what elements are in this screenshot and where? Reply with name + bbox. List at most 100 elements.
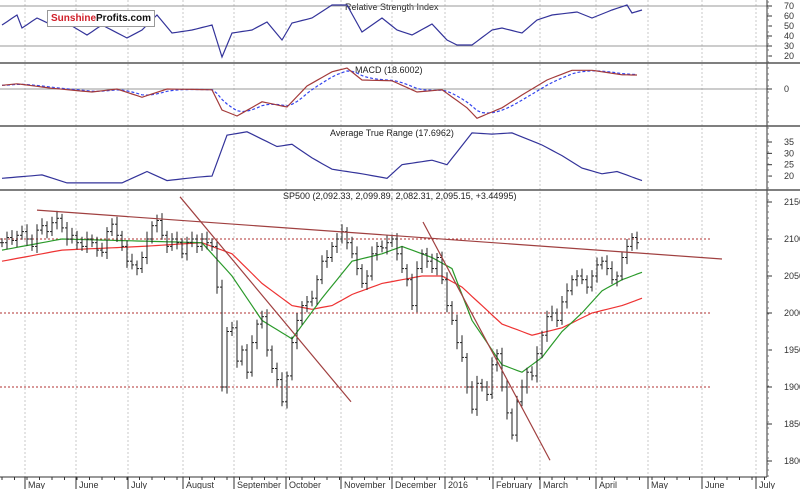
macd-title: MACD (18.6002) — [355, 65, 423, 75]
atr-tick-label: 20 — [784, 171, 794, 181]
price-bar — [325, 250, 329, 268]
price-bar — [140, 251, 144, 274]
price-bar — [630, 233, 634, 251]
price-bar — [590, 270, 594, 292]
price-tick-label: 1850 — [784, 419, 800, 429]
price-bar — [410, 273, 414, 311]
price-bar — [145, 231, 149, 265]
trendline — [422, 221, 551, 461]
price-bar — [490, 357, 494, 399]
price-bar — [280, 372, 284, 407]
price-bar — [160, 213, 164, 240]
price-bar — [510, 408, 514, 440]
price-bar — [45, 221, 49, 239]
macd-panel: MACD (18.6002) 0 — [0, 65, 789, 120]
price-bar — [225, 327, 229, 394]
price-bar — [155, 214, 159, 233]
price-bar — [480, 378, 484, 392]
atr-line — [1, 131, 643, 184]
price-bar — [450, 301, 454, 325]
price-bar — [40, 218, 44, 235]
price-bar — [335, 233, 339, 254]
price-tick-label: 2150 — [784, 197, 800, 207]
price-bar — [295, 313, 299, 350]
macd-tick-label: 0 — [784, 84, 789, 94]
price-bar — [250, 335, 254, 377]
rsi-tick-label: 30 — [784, 41, 794, 51]
price-bar — [200, 233, 204, 251]
price-tick-label: 2000 — [784, 308, 800, 318]
price-bar — [535, 346, 539, 383]
price-bar — [125, 240, 129, 268]
price-bar — [95, 236, 99, 257]
sunshine-profits-logo: SunshineProfits.com — [47, 10, 156, 27]
month-label: June — [79, 480, 99, 489]
price-bar — [385, 235, 389, 255]
price-bar — [240, 345, 244, 366]
price-bar — [635, 231, 639, 250]
price-bar — [570, 275, 574, 296]
price-bar — [260, 310, 264, 329]
month-label: July — [131, 480, 148, 489]
price-bar — [90, 234, 94, 248]
price-bar — [505, 379, 509, 420]
price-bar — [265, 309, 269, 357]
price-bar — [275, 362, 279, 387]
price-bar — [5, 231, 9, 250]
macd-line — [1, 67, 637, 120]
price-bar — [0, 238, 4, 248]
price-bar — [230, 321, 234, 336]
price-bar — [415, 261, 419, 313]
atr-tick-label: 30 — [784, 148, 794, 158]
date-axis: May June July August September October Novembe… — [1, 477, 776, 489]
price-bar — [530, 366, 534, 381]
price-bar — [195, 234, 199, 254]
price-bar — [300, 301, 304, 325]
price-bar — [395, 233, 399, 261]
price-bar — [215, 240, 219, 294]
price-bar — [75, 230, 79, 250]
trendline — [179, 196, 352, 403]
price-bar — [565, 283, 569, 309]
price-bar — [130, 253, 134, 270]
price-bar — [55, 210, 59, 230]
price-bar — [580, 268, 584, 285]
price-bar — [365, 270, 369, 291]
price-bar — [425, 247, 429, 268]
month-label: April — [599, 480, 617, 489]
price-bar — [435, 253, 439, 276]
month-gridlines — [24, 0, 757, 477]
price-bar — [360, 264, 364, 288]
trendline — [36, 209, 723, 260]
price-bar — [455, 314, 459, 350]
month-label: November — [344, 480, 386, 489]
price-bar — [600, 256, 604, 270]
price-tick-label: 2050 — [784, 271, 800, 281]
price-bar — [525, 367, 529, 394]
price-bar — [60, 213, 64, 233]
logo-part1: Sunshine — [51, 13, 97, 24]
month-label: October — [289, 480, 321, 489]
price-bar — [50, 216, 54, 237]
price-bar — [575, 270, 579, 287]
price-bar — [285, 371, 289, 409]
price-bar — [180, 238, 184, 259]
price-bar — [165, 230, 169, 254]
rsi-title: Relative Strength Index — [345, 2, 439, 12]
price-bar — [620, 251, 624, 281]
price-tick-label: 2100 — [784, 234, 800, 244]
price-bar — [70, 227, 74, 244]
price-bar — [405, 264, 409, 287]
price-bar — [350, 236, 354, 259]
price-bar — [465, 352, 469, 394]
price-bar — [520, 379, 524, 407]
rsi-tick-label: 60 — [784, 11, 794, 21]
month-label: July — [759, 480, 776, 489]
price-bar — [120, 230, 124, 251]
price-bar — [210, 238, 214, 251]
price-bar — [515, 395, 519, 442]
price-bar — [15, 230, 19, 248]
price-bar — [375, 241, 379, 261]
